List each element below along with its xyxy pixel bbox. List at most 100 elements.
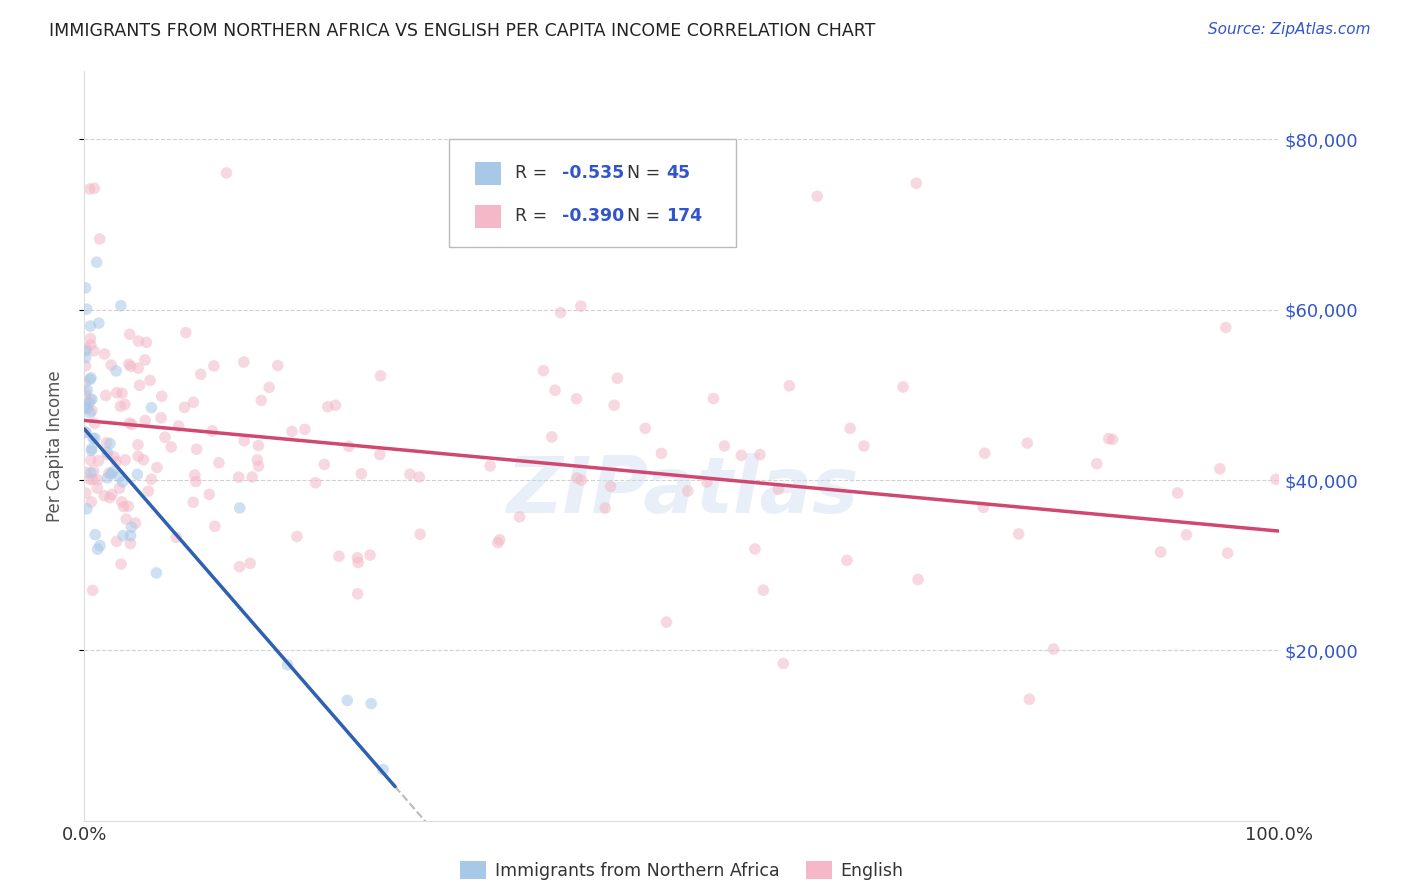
- Point: [118, 357, 141, 371]
- Point: [571, 473, 593, 487]
- Point: [173, 401, 195, 415]
- Point: [408, 470, 430, 484]
- Point: [650, 446, 672, 460]
- Point: [565, 392, 588, 406]
- Point: [108, 481, 131, 495]
- Point: [94, 388, 117, 402]
- FancyBboxPatch shape: [475, 162, 502, 186]
- Point: [215, 166, 238, 180]
- Text: -0.390: -0.390: [562, 207, 624, 225]
- Point: [79, 182, 101, 196]
- Point: [228, 470, 250, 484]
- Point: [1018, 692, 1040, 706]
- Point: [486, 535, 509, 549]
- Point: [233, 434, 256, 448]
- Point: [83, 343, 105, 358]
- Text: 174: 174: [666, 207, 703, 225]
- Point: [79, 392, 101, 407]
- Point: [544, 384, 567, 398]
- Point: [531, 364, 554, 378]
- Point: [111, 495, 134, 509]
- Text: IMMIGRANTS FROM NORTHERN AFRICA VS ENGLISH PER CAPITA INCOME CORRELATION CHART: IMMIGRANTS FROM NORTHERN AFRICA VS ENGLI…: [49, 22, 876, 40]
- Point: [93, 347, 115, 361]
- Point: [117, 500, 139, 514]
- Point: [603, 398, 626, 412]
- Point: [76, 302, 98, 317]
- FancyBboxPatch shape: [449, 139, 735, 247]
- Point: [141, 401, 163, 415]
- Point: [246, 453, 269, 467]
- Point: [399, 467, 422, 482]
- Point: [89, 539, 111, 553]
- Point: [1215, 320, 1237, 334]
- Point: [204, 519, 226, 533]
- Point: [905, 176, 928, 190]
- Point: [84, 527, 107, 541]
- Point: [80, 495, 103, 509]
- Point: [145, 566, 167, 580]
- Point: [150, 389, 173, 403]
- Point: [702, 392, 724, 406]
- Point: [409, 527, 432, 541]
- Point: [228, 559, 250, 574]
- Point: [336, 693, 359, 707]
- Point: [190, 368, 212, 382]
- Point: [359, 548, 381, 562]
- Point: [76, 401, 98, 416]
- Point: [257, 380, 280, 394]
- Point: [752, 583, 775, 598]
- Point: [134, 413, 156, 427]
- Point: [346, 550, 368, 565]
- Point: [139, 373, 162, 387]
- Point: [87, 453, 110, 467]
- Point: [79, 453, 101, 467]
- Point: [86, 481, 108, 495]
- Point: [111, 386, 134, 401]
- Text: Source: ZipAtlas.com: Source: ZipAtlas.com: [1208, 22, 1371, 37]
- Point: [76, 383, 98, 397]
- Point: [77, 396, 100, 410]
- Point: [294, 422, 316, 436]
- Point: [138, 484, 160, 499]
- Point: [606, 371, 628, 385]
- Point: [370, 368, 392, 383]
- Point: [75, 401, 97, 416]
- Point: [105, 454, 128, 468]
- Point: [599, 479, 621, 493]
- Point: [304, 475, 326, 490]
- Point: [174, 326, 197, 340]
- Point: [316, 400, 339, 414]
- Point: [89, 232, 111, 246]
- Point: [84, 432, 107, 446]
- Point: [1209, 462, 1232, 476]
- Point: [79, 332, 101, 346]
- Point: [127, 438, 149, 452]
- Point: [96, 471, 118, 485]
- Point: [972, 500, 994, 515]
- Text: 45: 45: [666, 163, 690, 181]
- Point: [165, 530, 187, 544]
- Point: [229, 500, 252, 515]
- Point: [239, 557, 262, 571]
- Y-axis label: Per Capita Income: Per Capita Income: [45, 370, 63, 522]
- Point: [1167, 486, 1189, 500]
- Text: ZIPatlas: ZIPatlas: [506, 453, 858, 529]
- Point: [111, 529, 134, 543]
- Point: [565, 471, 588, 485]
- Point: [281, 425, 304, 439]
- Point: [82, 583, 104, 598]
- Point: [1042, 642, 1064, 657]
- Point: [96, 448, 118, 462]
- Point: [127, 361, 149, 376]
- Point: [79, 406, 101, 420]
- Point: [232, 355, 254, 369]
- Point: [118, 416, 141, 430]
- Point: [593, 501, 616, 516]
- Point: [103, 450, 125, 464]
- Point: [75, 351, 97, 365]
- Point: [110, 299, 132, 313]
- Point: [127, 450, 149, 464]
- Point: [120, 529, 142, 543]
- Point: [114, 453, 136, 467]
- Point: [75, 400, 97, 414]
